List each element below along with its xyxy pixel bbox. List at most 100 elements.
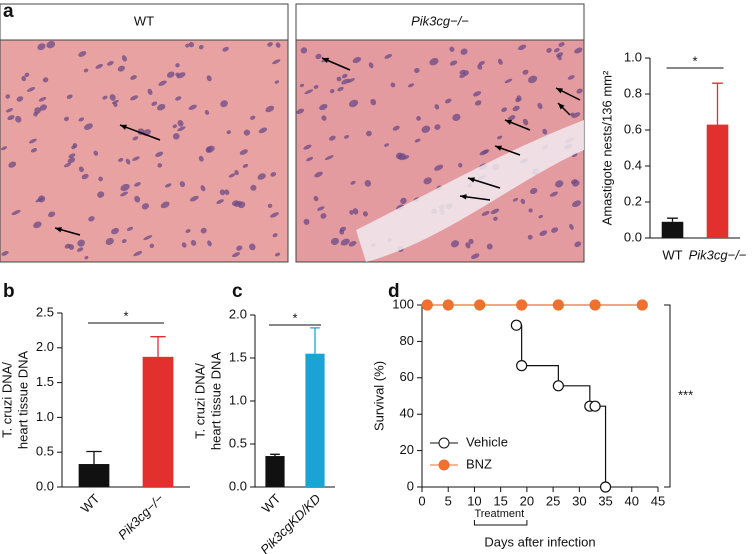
nucleus xyxy=(258,127,268,134)
y-tick-label: 0.5 xyxy=(36,444,54,459)
x-tick-label: 30 xyxy=(572,493,586,508)
nucleus xyxy=(449,60,458,66)
nucleus xyxy=(239,149,248,155)
nucleus xyxy=(111,227,120,235)
error-bar xyxy=(86,450,102,465)
nucleus xyxy=(242,163,249,168)
marker xyxy=(421,299,433,311)
nucleus xyxy=(236,245,243,251)
nucleus xyxy=(459,73,466,79)
nucleus xyxy=(141,203,150,210)
nucleus xyxy=(33,221,42,229)
annotation: Treatment xyxy=(474,508,524,520)
nucleus xyxy=(528,208,533,213)
bar xyxy=(661,221,684,238)
legend-label: BNZ xyxy=(466,456,492,471)
nucleus xyxy=(449,46,455,52)
nucleus xyxy=(392,125,400,131)
nucleus xyxy=(15,115,22,123)
nucleus xyxy=(234,200,242,207)
nucleus xyxy=(130,75,137,80)
y-tick-label: 1.5 xyxy=(229,349,247,364)
image-label: WT xyxy=(134,13,154,28)
y-tick-label: 100 xyxy=(392,296,414,311)
arrow-head xyxy=(505,119,512,125)
nucleus xyxy=(177,119,184,127)
nucleus xyxy=(538,214,543,219)
nucleus xyxy=(37,195,46,203)
bar xyxy=(305,353,325,487)
arrow-head xyxy=(556,88,563,94)
nucleus xyxy=(24,72,30,77)
nucleus xyxy=(320,213,327,219)
nucleus xyxy=(504,78,513,84)
x-tick-label: 35 xyxy=(598,493,612,508)
nucleus xyxy=(434,124,441,130)
nucleus xyxy=(226,130,231,135)
nucleus xyxy=(220,100,228,108)
nucleus xyxy=(28,138,37,144)
nucleus xyxy=(111,99,119,105)
nucleus xyxy=(303,218,310,225)
nucleus xyxy=(188,104,197,111)
nucleus xyxy=(126,226,134,231)
nucleus xyxy=(423,177,432,185)
nucleus xyxy=(299,83,305,88)
nucleus xyxy=(551,227,559,233)
nucleus xyxy=(344,135,350,139)
nucleus xyxy=(71,145,76,150)
significance-label: * xyxy=(692,53,697,68)
nucleus xyxy=(272,59,281,65)
nucleus xyxy=(181,242,187,248)
nucleus xyxy=(352,56,362,64)
nucleus xyxy=(30,147,38,153)
nucleus xyxy=(570,179,578,185)
nucleus xyxy=(501,107,508,112)
nucleus xyxy=(64,243,71,249)
nucleus xyxy=(107,61,114,66)
nucleus xyxy=(471,253,480,260)
y-axis-label: Survival (%) xyxy=(371,361,386,431)
nucleus xyxy=(134,195,141,203)
marker xyxy=(599,481,612,493)
marker xyxy=(516,360,528,372)
y-axis-label: Amastigote nests/136 mm² xyxy=(599,70,614,225)
panel-label: c xyxy=(232,281,243,302)
nucleus xyxy=(574,47,583,54)
nucleus xyxy=(5,94,11,99)
arrow-head xyxy=(495,145,502,151)
nucleus xyxy=(151,101,158,106)
nucleus xyxy=(313,84,319,89)
tissue-gap xyxy=(356,120,584,262)
nucleus xyxy=(93,150,99,156)
nucleus xyxy=(319,103,328,111)
nucleus xyxy=(366,130,372,137)
nucleus xyxy=(313,195,319,202)
nucleus xyxy=(512,197,519,202)
nucleus xyxy=(109,94,116,101)
nucleus xyxy=(452,113,461,121)
y-tick-label: 2.0 xyxy=(229,306,247,321)
nucleus xyxy=(133,251,143,257)
arrow-head xyxy=(468,177,475,183)
nucleus xyxy=(468,238,474,245)
nucleus xyxy=(198,44,204,50)
error-bar xyxy=(150,336,166,357)
significance-label: * xyxy=(292,310,297,325)
y-tick-label: 1.0 xyxy=(36,409,54,424)
nucleus xyxy=(384,54,392,59)
x-tick-label: 45 xyxy=(651,493,665,508)
nucleus xyxy=(434,104,440,110)
y-tick-label: 0.0 xyxy=(624,229,642,244)
nucleus xyxy=(0,146,8,151)
error-bar xyxy=(712,82,723,125)
nucleus xyxy=(16,96,24,102)
nucleus xyxy=(558,42,565,47)
arrow-head xyxy=(55,227,62,233)
nucleus xyxy=(529,187,538,195)
nucleus xyxy=(132,136,139,141)
y-axis-label: heart tissue DNA xyxy=(208,352,223,451)
nucleus xyxy=(185,229,191,234)
panel-label: d xyxy=(388,281,400,302)
